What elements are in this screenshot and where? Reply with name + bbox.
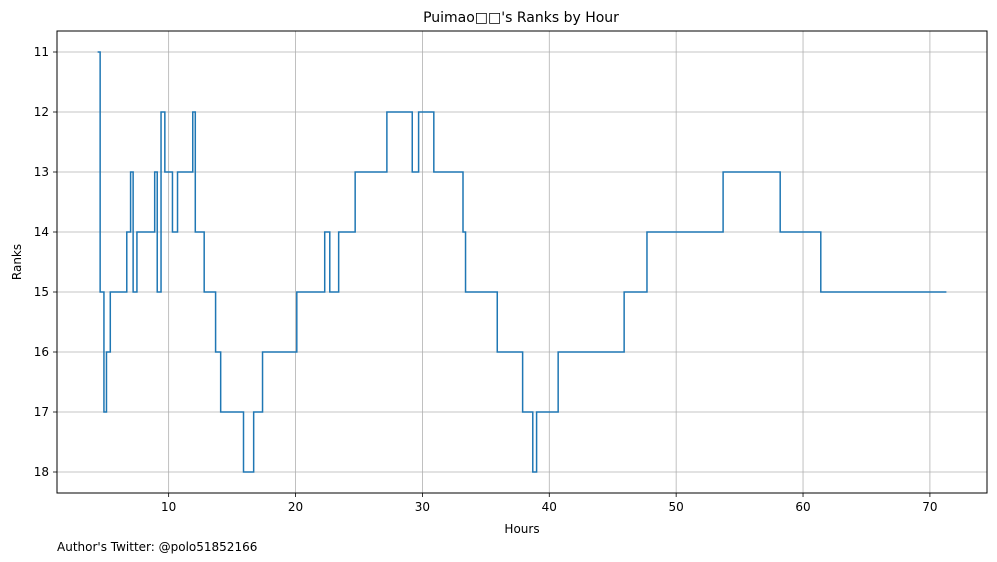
y-tick-label: 12	[34, 105, 49, 119]
y-tick-label: 18	[34, 465, 49, 479]
rank-step-line	[97, 51, 947, 473]
y-tick-label: 16	[34, 345, 49, 359]
chart-title: Puimao□□'s Ranks by Hour	[423, 10, 619, 26]
x-tick-label: 70	[922, 500, 937, 514]
x-axis-ticks: 10 20 30 40 50 60 70	[161, 493, 938, 514]
y-axis-ticks: 11 12 13 14 15 16 17 18	[34, 45, 57, 479]
series-lines	[97, 51, 947, 473]
x-tick-label: 10	[161, 500, 176, 514]
y-tick-label: 13	[34, 165, 49, 179]
x-axis-label: Hours	[504, 522, 539, 536]
y-axis-label: Ranks	[10, 244, 24, 280]
y-tick-label: 15	[34, 285, 49, 299]
author-credit: Author's Twitter: @polo51852166	[57, 540, 257, 554]
y-tick-label: 14	[34, 225, 49, 239]
y-tick-label: 17	[34, 405, 49, 419]
x-tick-label: 60	[795, 500, 810, 514]
x-tick-label: 20	[288, 500, 303, 514]
plot-frame	[56, 30, 988, 494]
y-tick-label: 11	[34, 45, 49, 59]
x-tick-label: 40	[542, 500, 557, 514]
grid-lines	[57, 31, 987, 493]
x-tick-label: 30	[415, 500, 430, 514]
x-tick-label: 50	[669, 500, 684, 514]
